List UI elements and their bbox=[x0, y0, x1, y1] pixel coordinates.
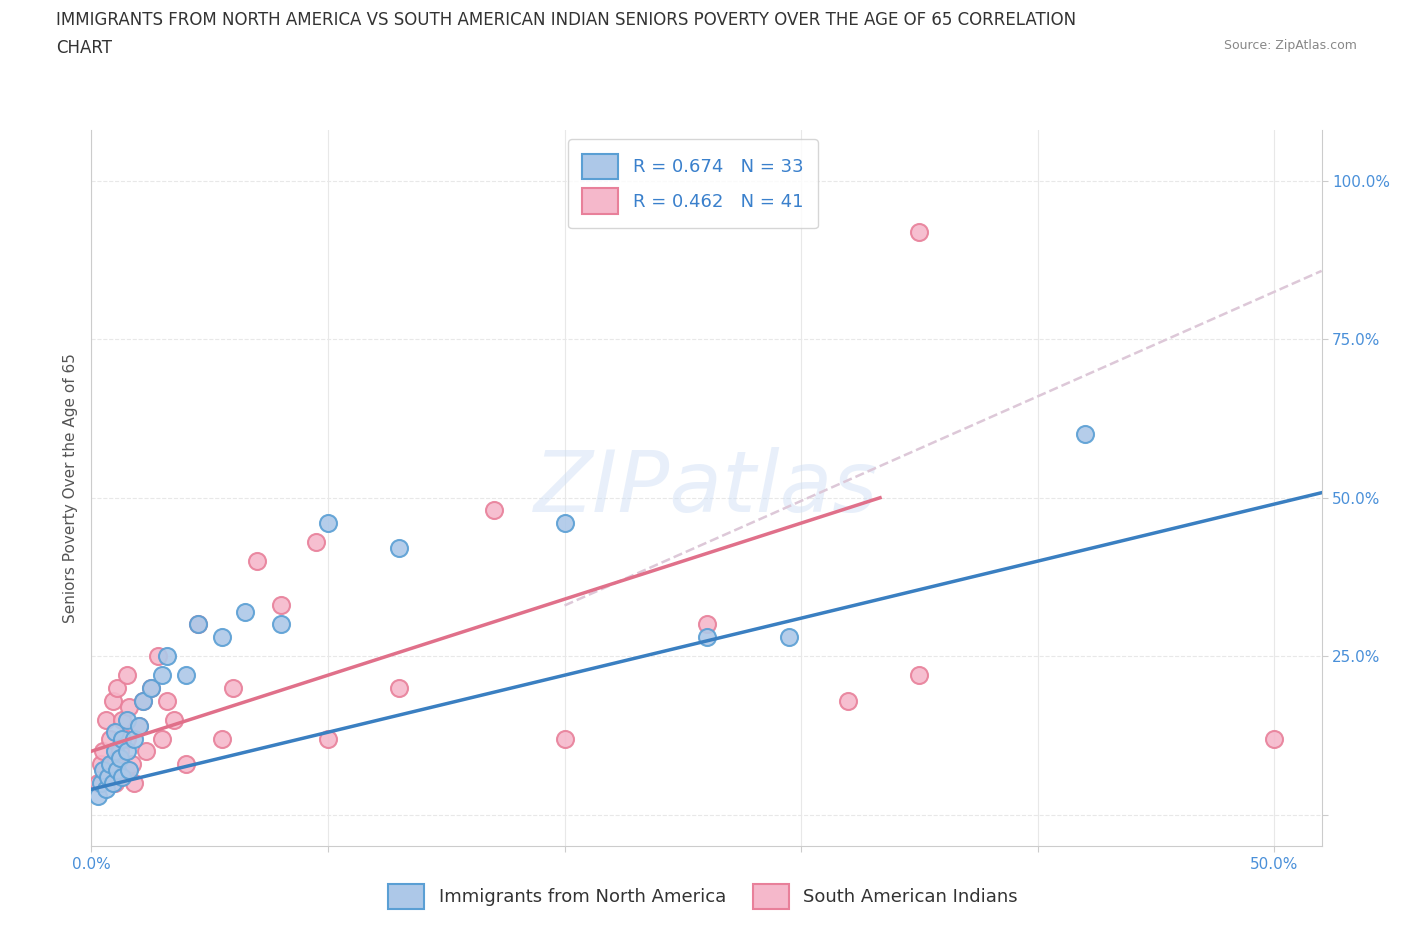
Point bbox=[270, 598, 292, 613]
Point bbox=[91, 763, 114, 777]
Point bbox=[150, 731, 173, 746]
Text: ZIPatlas: ZIPatlas bbox=[534, 446, 879, 530]
Point bbox=[101, 776, 124, 790]
Point bbox=[121, 756, 143, 771]
Point bbox=[118, 763, 141, 777]
Point bbox=[104, 744, 127, 759]
Point bbox=[108, 751, 131, 765]
Point bbox=[122, 731, 145, 746]
Point bbox=[90, 756, 112, 771]
Point bbox=[211, 731, 233, 746]
Point bbox=[118, 699, 141, 714]
Point bbox=[222, 681, 245, 696]
Point bbox=[695, 630, 717, 644]
Point bbox=[87, 788, 110, 803]
Legend: R = 0.674   N = 33, R = 0.462   N = 41: R = 0.674 N = 33, R = 0.462 N = 41 bbox=[568, 140, 818, 228]
Point bbox=[211, 630, 233, 644]
Point bbox=[1263, 731, 1285, 746]
Point bbox=[482, 503, 505, 518]
Point bbox=[104, 756, 127, 771]
Point bbox=[101, 693, 124, 708]
Point bbox=[115, 668, 138, 683]
Point bbox=[837, 693, 859, 708]
Point bbox=[107, 681, 129, 696]
Point bbox=[90, 776, 112, 790]
Point bbox=[97, 769, 120, 784]
Point bbox=[115, 744, 138, 759]
Point bbox=[115, 731, 138, 746]
Point bbox=[388, 681, 411, 696]
Point bbox=[187, 618, 209, 632]
Point bbox=[187, 618, 209, 632]
Point bbox=[128, 719, 150, 734]
Point bbox=[305, 535, 328, 550]
Point bbox=[778, 630, 800, 644]
Point bbox=[156, 693, 179, 708]
Point bbox=[104, 724, 127, 739]
Point bbox=[246, 553, 269, 568]
Point bbox=[91, 744, 114, 759]
Point bbox=[94, 782, 117, 797]
Point bbox=[174, 668, 197, 683]
Point bbox=[388, 541, 411, 556]
Point bbox=[98, 731, 121, 746]
Point bbox=[695, 618, 717, 632]
Point bbox=[908, 224, 931, 239]
Point bbox=[114, 763, 136, 777]
Point bbox=[174, 756, 197, 771]
Point bbox=[107, 763, 129, 777]
Point bbox=[135, 744, 157, 759]
Point bbox=[111, 712, 134, 727]
Point bbox=[554, 731, 576, 746]
Point bbox=[1074, 427, 1097, 442]
Point bbox=[122, 776, 145, 790]
Point bbox=[908, 668, 931, 683]
Point bbox=[146, 649, 169, 664]
Point bbox=[108, 744, 131, 759]
Point bbox=[128, 719, 150, 734]
Point bbox=[104, 776, 127, 790]
Y-axis label: Seniors Poverty Over the Age of 65: Seniors Poverty Over the Age of 65 bbox=[63, 353, 79, 623]
Point bbox=[94, 712, 117, 727]
Point bbox=[115, 712, 138, 727]
Text: CHART: CHART bbox=[56, 39, 112, 57]
Point bbox=[554, 515, 576, 530]
Point bbox=[139, 681, 162, 696]
Point bbox=[150, 668, 173, 683]
Point bbox=[163, 712, 186, 727]
Point bbox=[97, 769, 120, 784]
Point bbox=[233, 604, 256, 619]
Text: Source: ZipAtlas.com: Source: ZipAtlas.com bbox=[1223, 39, 1357, 52]
Point bbox=[156, 649, 179, 664]
Point bbox=[111, 731, 134, 746]
Legend: Immigrants from North America, South American Indians: Immigrants from North America, South Ame… bbox=[381, 876, 1025, 916]
Point bbox=[139, 681, 162, 696]
Text: IMMIGRANTS FROM NORTH AMERICA VS SOUTH AMERICAN INDIAN SENIORS POVERTY OVER THE : IMMIGRANTS FROM NORTH AMERICA VS SOUTH A… bbox=[56, 11, 1077, 29]
Point bbox=[111, 769, 134, 784]
Point bbox=[98, 756, 121, 771]
Point bbox=[316, 515, 339, 530]
Point bbox=[132, 693, 155, 708]
Point bbox=[132, 693, 155, 708]
Point bbox=[316, 731, 339, 746]
Point bbox=[270, 618, 292, 632]
Point bbox=[87, 776, 110, 790]
